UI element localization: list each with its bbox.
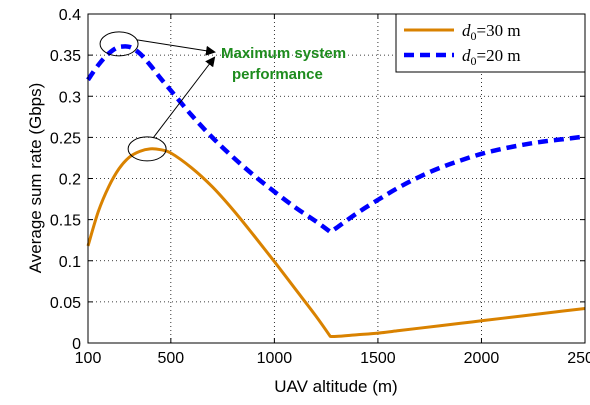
legend: d0=30 m d0=20 m xyxy=(395,13,586,73)
series-line-0 xyxy=(86,147,586,339)
y-tick-label: 0.2 xyxy=(59,172,81,189)
y-tick-label: 0.15 xyxy=(50,213,81,230)
annotation-ellipse-peak-30m xyxy=(127,136,167,162)
y-tick-label: 0 xyxy=(72,336,81,353)
x-axis-label: UAV altitude (m) xyxy=(274,377,397,396)
grid xyxy=(88,14,585,343)
x-tick-label: 1000 xyxy=(257,350,293,367)
annotation: Maximum system performance xyxy=(99,31,346,162)
annotation-arrow-2 xyxy=(152,56,216,139)
annotation-ellipse-peak-20m xyxy=(99,31,139,57)
curves xyxy=(86,44,586,339)
y-tick-label: 0.1 xyxy=(59,254,81,271)
y-tick-label: 0.35 xyxy=(50,48,81,65)
legend-label-d0-20: d0=20 m xyxy=(462,46,521,68)
x-tick-label: 2000 xyxy=(464,350,500,367)
legend-label-d0-30: d0=30 m xyxy=(462,21,521,43)
series-line-1 xyxy=(86,44,586,235)
y-tick-label: 0.3 xyxy=(59,89,81,106)
annotation-arrow-1 xyxy=(136,39,216,56)
y-tick-label: 0.4 xyxy=(59,7,81,24)
x-tick-label: 100 xyxy=(75,350,102,367)
y-tick-label: 0.25 xyxy=(50,130,81,147)
x-tick-label: 1500 xyxy=(360,350,396,367)
y-axis-label: Average sum rate (Gbps) xyxy=(26,83,45,274)
y-tick-label: 0.05 xyxy=(50,295,81,312)
annotation-text-line2: performance xyxy=(232,66,323,83)
legend-box xyxy=(395,13,586,73)
annotation-text-line1: Maximum system xyxy=(221,45,346,62)
x-tick-label: 500 xyxy=(157,350,184,367)
